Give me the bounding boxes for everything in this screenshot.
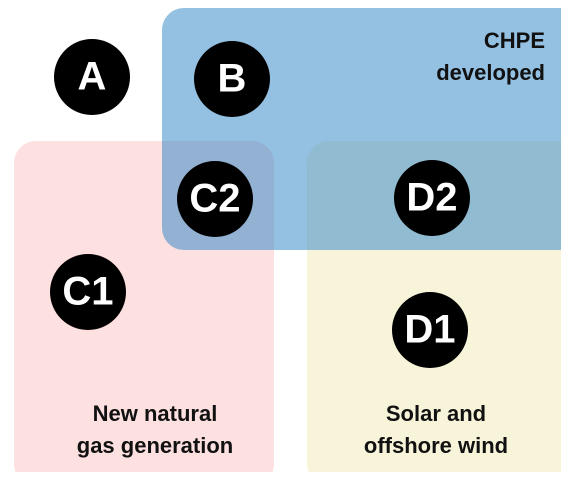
node-circle — [194, 41, 270, 117]
region-label: gas generation — [77, 433, 233, 458]
region-label: Solar and — [386, 401, 486, 426]
node-label: B — [218, 57, 247, 101]
node-circle — [177, 161, 253, 237]
region-label: offshore wind — [364, 433, 508, 458]
region-label: New natural — [93, 401, 218, 426]
node-circle — [392, 292, 468, 368]
node-label: C1 — [62, 270, 113, 314]
node-circle — [50, 254, 126, 330]
node-label: D1 — [404, 308, 455, 352]
region-label: developed — [436, 60, 545, 85]
region-label: CHPE — [484, 28, 545, 53]
node-label: A — [78, 55, 107, 99]
node-circle — [54, 39, 130, 115]
node-label: C2 — [189, 177, 240, 221]
node-circle — [394, 160, 470, 236]
node-label: D2 — [406, 176, 457, 220]
